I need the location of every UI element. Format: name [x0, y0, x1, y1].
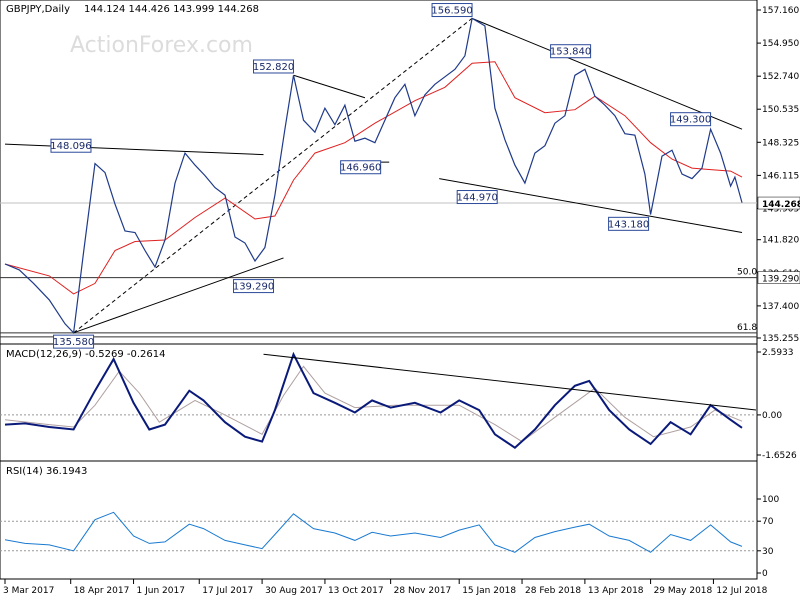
macd-trendline	[263, 353, 757, 411]
macd-tick-label: 0.00	[762, 411, 782, 421]
current-price-box	[757, 196, 800, 210]
annotation-box-0	[53, 334, 95, 349]
trendline-0	[4, 143, 264, 156]
rsi-tick-label: 0	[762, 569, 768, 579]
price-title: GBPJPY,Daily	[6, 4, 70, 15]
price-tick-label: 141.820	[762, 236, 799, 246]
price-tick-label: 150.535	[762, 105, 799, 115]
rsi-pane-frame	[0, 460, 758, 580]
annotation-label: 146.960	[340, 163, 381, 174]
price-tick-label: 146.115	[762, 171, 799, 181]
x-tick-label: 3 Mar 2017	[3, 586, 54, 596]
annotation-box-9	[670, 112, 712, 127]
annotation-label: 149.300	[670, 115, 711, 126]
rsi-tick-label: 100	[762, 495, 779, 505]
annotation-box-3	[253, 59, 295, 74]
price-trendlines	[4, 17, 743, 334]
macd-layer: 2.5933 0.00 -1.6526	[0, 348, 797, 461]
x-tick-label: 28 Nov 2017	[394, 586, 452, 596]
x-tick-label: 1 Jun 2017	[137, 586, 185, 596]
rsi-layer: 100 70 30 0	[0, 495, 779, 579]
x-tick-label: 12 Jul 2018	[716, 586, 767, 596]
x-axis: 3 Mar 2017 18 Apr 2017 1 Jun 2017 17 Jul 20…	[3, 579, 768, 596]
trendline-3	[293, 74, 366, 99]
trendline-6	[439, 178, 743, 234]
price-line	[4, 17, 743, 335]
macd-title: MACD(12,26,9) -0.5269 -0.2614	[6, 349, 166, 360]
price-series	[4, 17, 743, 335]
annotation-box-2	[233, 279, 275, 294]
trendline-5	[471, 17, 743, 130]
x-tick-label: 29 May 2018	[654, 586, 713, 596]
price-tick-label: 135.255	[762, 334, 799, 344]
price-annotations: 135.580 148.096 139.290 152.820 146.960 156.5…	[50, 3, 712, 349]
annotation-label: 143.180	[608, 219, 649, 230]
fib-618-label: 61.8	[737, 323, 757, 333]
price-tick-label: 137.400	[762, 302, 799, 312]
reference-price-label: 139.290	[762, 275, 799, 285]
current-price-label: 144.268	[762, 200, 800, 210]
annotation-label: 135.580	[53, 337, 94, 348]
macd-tick-label: 2.5933	[762, 348, 794, 358]
watermark: ActionForex.com	[70, 33, 253, 58]
x-tick-label: 17 Jul 2017	[202, 586, 253, 596]
price-tick-label: 143.905	[762, 204, 799, 214]
annotation-box-7	[550, 44, 592, 59]
trendline-2	[73, 17, 473, 334]
annotation-label: 152.820	[253, 62, 294, 73]
rsi-tick-label: 30	[762, 547, 774, 557]
moving-average-line	[4, 61, 743, 295]
annotation-box-1	[50, 138, 92, 153]
trendline-1	[73, 257, 284, 334]
fib-50-label: 50.0	[737, 268, 757, 278]
rsi-line	[4, 511, 743, 553]
annotation-box-8	[608, 216, 650, 231]
price-reference-lines: 50.0 61.8	[0, 202, 757, 338]
annotation-box-6	[456, 190, 498, 205]
reference-price-box	[757, 271, 800, 284]
annotation-label: 148.096	[50, 141, 91, 152]
macd-line	[4, 351, 743, 449]
x-tick-label: 18 Apr 2017	[74, 586, 130, 596]
x-tick-label: 15 Jan 2018	[462, 586, 516, 596]
annotation-label: 139.290	[233, 282, 274, 293]
annotation-label: 153.840	[550, 47, 591, 58]
price-tick-label: 148.325	[762, 138, 799, 148]
annotation-label: 144.970	[457, 193, 498, 204]
x-tick-label: 13 Apr 2018	[588, 586, 644, 596]
rsi-tick-label: 70	[762, 517, 774, 527]
rsi-title: RSI(14) 36.1943	[6, 466, 87, 477]
annotation-box-4	[340, 160, 382, 175]
annotation-box-5	[431, 3, 473, 18]
macd-tick-label: -1.6526	[762, 451, 797, 461]
annotation-label: 156.590	[431, 6, 472, 17]
price-tick-label: 154.950	[762, 39, 799, 49]
ohlc-readout: 144.124 144.426 143.999 144.268	[84, 4, 259, 15]
price-tick-label: 157.160	[762, 6, 799, 16]
price-axis: 157.160 154.950 152.740 150.535 148.325 146.1…	[757, 6, 800, 344]
x-tick-label: 30 Aug 2017	[265, 586, 323, 596]
x-tick-label: 28 Feb 2018	[525, 586, 581, 596]
x-tick-label: 13 Oct 2017	[328, 586, 384, 596]
price-tick-label: 152.740	[762, 72, 799, 82]
